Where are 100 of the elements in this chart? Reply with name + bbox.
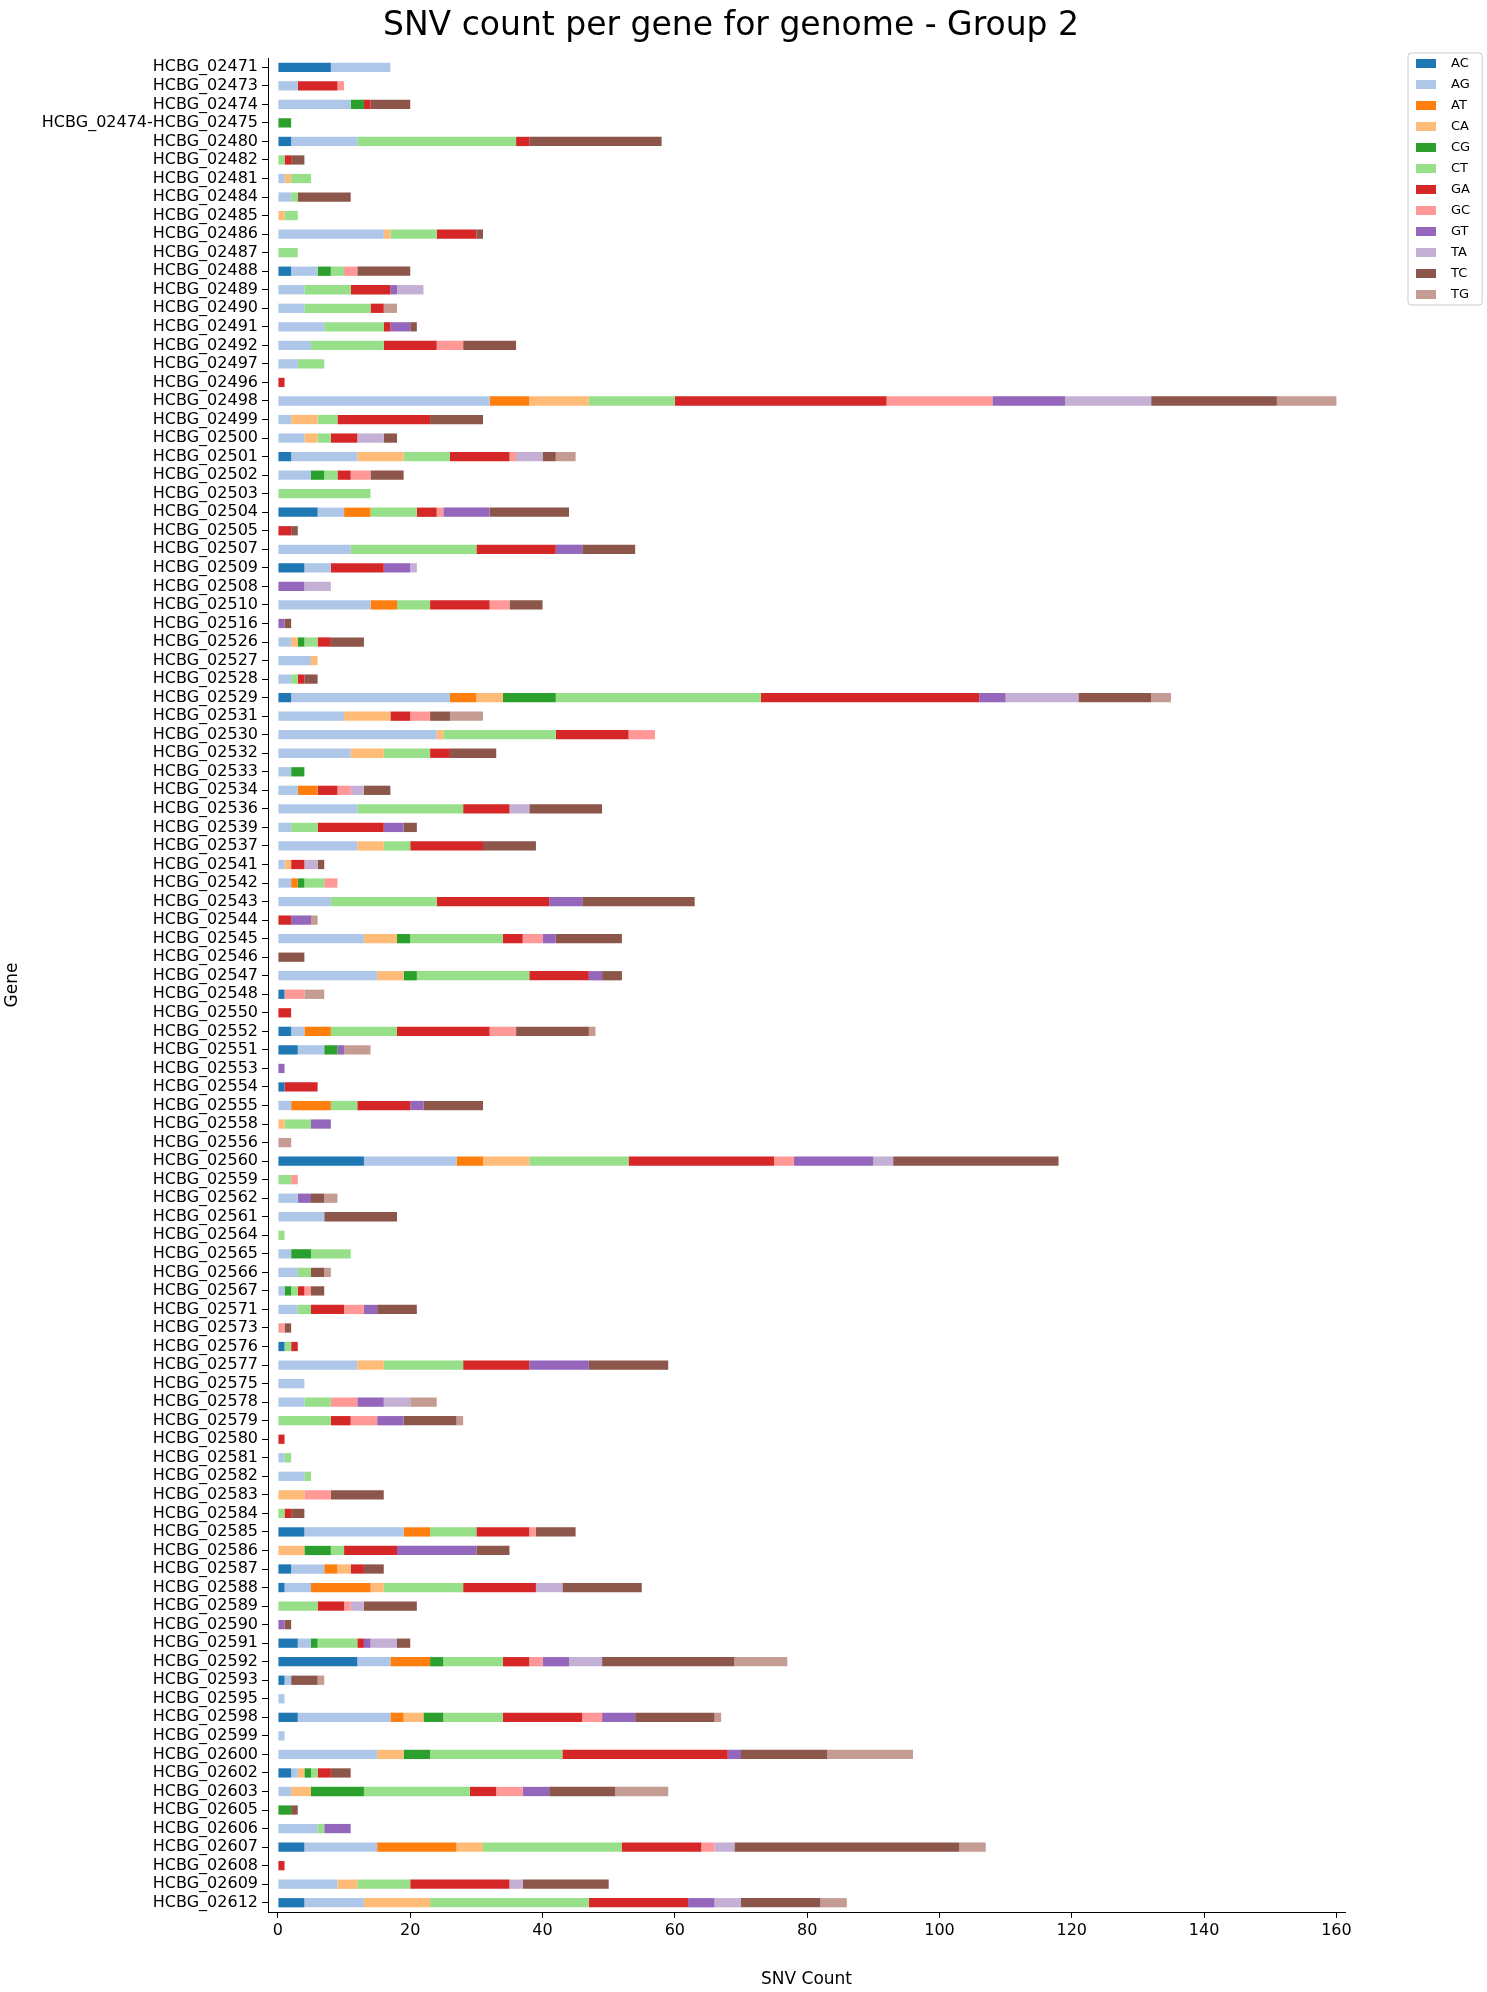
bar [278,1063,285,1074]
bar [403,1749,431,1760]
bar [1151,396,1277,406]
bar [278,1842,305,1852]
bar [357,1360,384,1370]
bar [297,878,305,888]
bar [741,1749,828,1760]
bar [383,1582,464,1593]
bar [278,971,378,981]
bar [383,822,404,833]
bar [304,1490,331,1500]
bar [278,1861,285,1871]
bar [311,1582,371,1593]
bar [278,859,285,870]
bar [324,1564,338,1574]
bar [278,1508,285,1519]
bar [370,303,384,313]
bar [278,1397,305,1407]
bar [311,1786,364,1797]
y-tick-label: HCBG_02492 [152,334,258,355]
bar [317,1768,331,1778]
bar [278,878,292,888]
bar [357,1100,411,1111]
bar [278,952,305,962]
bar [363,1898,431,1908]
bar [489,396,530,406]
bar [291,155,305,165]
bar [350,285,391,295]
bar [357,451,404,462]
bar [324,470,338,480]
bar [297,785,318,795]
bar [330,896,437,907]
bar [278,1286,285,1296]
bar [291,1175,298,1185]
bar [390,285,397,295]
bar [317,507,345,517]
bar [330,433,358,443]
bar [535,1582,563,1593]
bar [734,1657,788,1667]
bar [403,971,417,981]
bar [278,210,285,221]
y-tick-label: HCBG_02590 [152,1613,258,1634]
bar [278,359,298,369]
bar [423,1712,444,1722]
bar [363,1156,457,1166]
legend-label: CT [1451,159,1469,175]
bar [363,785,391,795]
bar [278,767,292,777]
bar [1276,396,1337,406]
y-tick-label: HCBG_02537 [152,835,258,856]
bar [278,1749,378,1760]
bar [304,1471,311,1481]
bar [278,544,351,554]
y-tick-label: HCBG_02487 [152,241,258,262]
bar [324,1823,351,1834]
legend-label: AC [1451,54,1469,70]
bar [476,693,503,703]
bar [370,99,411,109]
bar [529,136,662,147]
bar [436,896,550,907]
bar [278,396,490,406]
y-tick-label: HCBG_02598 [152,1706,258,1727]
y-tick-label: HCBG_02504 [152,501,258,522]
y-tick-label: HCBG_02603 [152,1780,258,1801]
bar [357,1638,364,1648]
bar [529,804,603,814]
bar [278,173,285,184]
bar [291,266,318,276]
bar [602,971,622,981]
bar [278,1175,292,1185]
bar [344,1304,364,1315]
bar [278,1638,298,1648]
y-tick-label: HCBG_02608 [152,1854,258,1875]
bar [436,229,477,239]
bar [403,1712,424,1722]
bar [278,507,318,517]
bar [496,1786,523,1797]
bar [1078,693,1152,703]
bar [330,1768,351,1778]
bar [463,804,510,814]
bar [337,81,345,91]
bar [278,285,305,295]
bar [284,1582,311,1593]
y-tick-label: HCBG_02474-HCBG_02475 [41,112,258,133]
bar [278,1898,305,1908]
bar [363,1304,378,1315]
bar [363,1638,371,1648]
bar [410,841,483,851]
y-tick-label: HCBG_02561 [152,1205,258,1226]
bar [297,674,305,684]
y-tick-label: HCBG_02497 [152,353,258,374]
bar [311,340,384,351]
y-tick-label: HCBG_02534 [152,779,258,800]
bar [291,1100,331,1111]
bar [291,767,305,777]
bar [489,1026,517,1036]
bar [363,1564,384,1574]
bar [628,730,656,740]
x-tick-label: 40 [532,1919,553,1939]
y-tick-label: HCBG_02528 [152,668,258,689]
